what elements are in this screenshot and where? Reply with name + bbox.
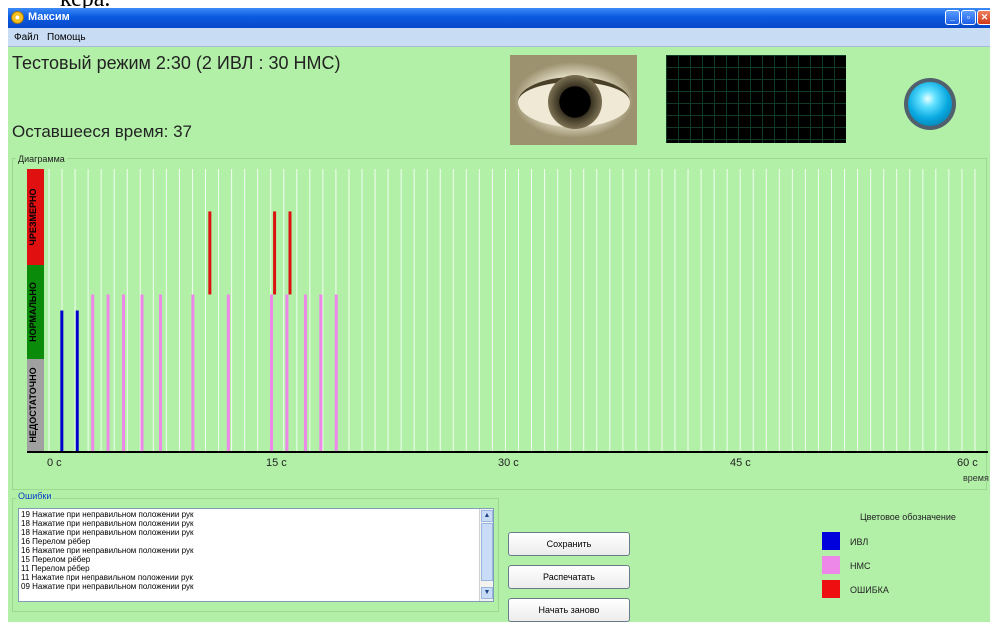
errors-list[interactable]: 19 Нажатие при неправильном положении ру… bbox=[18, 508, 494, 602]
menu-bar: Файл Помощь bbox=[8, 28, 990, 47]
save-button[interactable]: Сохранить bbox=[508, 532, 630, 556]
window-title: Максим bbox=[28, 11, 70, 23]
menu-file[interactable]: Файл bbox=[14, 32, 39, 43]
zone-normal: НОРМАЛЬНО bbox=[27, 265, 44, 359]
error-item[interactable]: 11 Нажатие при неправильном положении ру… bbox=[21, 573, 193, 582]
mode-title: Тестовый режим 2:30 (2 ИВЛ : 30 НМС) bbox=[12, 53, 341, 73]
remaining-value: 37 bbox=[173, 122, 192, 141]
lamp-glow bbox=[908, 82, 952, 126]
print-button[interactable]: Распечатать bbox=[508, 565, 630, 589]
x-axis-label: время bbox=[963, 473, 989, 483]
monitor-screen bbox=[666, 55, 846, 143]
bar-nms bbox=[319, 294, 323, 452]
app-icon: ● bbox=[11, 11, 24, 24]
menu-help[interactable]: Помощь bbox=[47, 32, 86, 43]
zone-label-insufficient: НЕДОСТАТОЧНО bbox=[28, 367, 38, 443]
restart-button[interactable]: Начать заново bbox=[508, 598, 630, 622]
errors-scrollbar[interactable]: ▲ ▼ bbox=[479, 509, 493, 601]
bar-nms bbox=[226, 294, 230, 452]
bar-nms bbox=[106, 294, 110, 452]
close-button[interactable]: ✕ bbox=[977, 10, 990, 25]
error-item[interactable]: 15 Перелом рёбер bbox=[21, 555, 91, 564]
bar-nms bbox=[191, 294, 195, 452]
bar-nms bbox=[270, 294, 273, 452]
title-bar[interactable]: ● Максим _ ▫ ✕ bbox=[8, 8, 990, 28]
bar-nms bbox=[91, 294, 95, 452]
scroll-thumb[interactable] bbox=[481, 523, 493, 581]
eye-iris bbox=[548, 75, 602, 129]
bar-error bbox=[208, 211, 212, 295]
scroll-up-icon[interactable]: ▲ bbox=[481, 510, 493, 522]
legend-swatch-nms bbox=[822, 556, 840, 574]
error-item[interactable]: 11 Перелом рёбер bbox=[21, 564, 90, 573]
legend-label-nms: НМС bbox=[850, 561, 871, 571]
x-tick-0: 0 с bbox=[47, 457, 62, 469]
legend-swatch-error bbox=[822, 580, 840, 598]
error-item[interactable]: 16 Перелом рёбер bbox=[21, 537, 91, 546]
bar-ivl bbox=[60, 310, 64, 452]
bar-error bbox=[288, 211, 292, 295]
zone-scale: ЧРЕЗМЕРНО НОРМАЛЬНО НЕДОСТАТОЧНО bbox=[27, 169, 44, 452]
zone-label-normal: НОРМАЛЬНО bbox=[28, 282, 38, 342]
status-indicator-lamp bbox=[904, 78, 956, 130]
legend-swatch-ivl bbox=[822, 532, 840, 550]
error-item[interactable]: 18 Нажатие при неправильном положении ру… bbox=[21, 528, 194, 537]
error-item[interactable]: 19 Нажатие при неправильном положении ру… bbox=[21, 510, 194, 519]
legend-label-error: ОШИБКА bbox=[850, 585, 889, 595]
errors-group bbox=[12, 498, 499, 612]
bar-error bbox=[273, 211, 277, 295]
bar-ivl bbox=[75, 310, 79, 452]
diagram-title: Диаграмма bbox=[16, 154, 67, 164]
zone-excessive: ЧРЕЗМЕРНО bbox=[27, 169, 44, 265]
bar-nms bbox=[122, 294, 125, 452]
x-tick-15: 15 с bbox=[266, 457, 287, 469]
minimize-button[interactable]: _ bbox=[945, 10, 960, 25]
pupil-image bbox=[510, 55, 637, 145]
remaining-time: Оставшееся время: 37 bbox=[12, 122, 192, 142]
x-tick-30: 30 с bbox=[498, 457, 519, 469]
error-item[interactable]: 16 Нажатие при неправильном положении ру… bbox=[21, 546, 194, 555]
legend-label-ivl: ИВЛ bbox=[850, 537, 869, 547]
bar-nms bbox=[285, 294, 289, 452]
bar-nms bbox=[303, 294, 307, 452]
maximize-button[interactable]: ▫ bbox=[961, 10, 976, 25]
legend-title: Цветовое обозначение bbox=[860, 512, 956, 522]
errors-title: Ошибки bbox=[16, 491, 54, 501]
bar-nms bbox=[140, 294, 144, 452]
bar-nms bbox=[334, 294, 338, 452]
zone-insufficient: НЕДОСТАТОЧНО bbox=[27, 359, 44, 452]
diagram-group bbox=[12, 158, 987, 490]
scroll-down-icon[interactable]: ▼ bbox=[481, 587, 493, 599]
error-item[interactable]: 09 Нажатие при неправильном положении ру… bbox=[21, 582, 194, 591]
zone-label-excessive: ЧРЕЗМЕРНО bbox=[28, 188, 38, 246]
x-tick-45: 45 с bbox=[730, 457, 751, 469]
app-window: ● Максим _ ▫ ✕ Файл Помощь Тестовый режи… bbox=[8, 8, 990, 622]
error-item[interactable]: 18 Нажатие при неправильном положении ру… bbox=[21, 519, 194, 528]
remaining-label: Оставшееся время: bbox=[12, 122, 169, 141]
bar-nms bbox=[159, 294, 162, 452]
chart-baseline bbox=[27, 451, 988, 453]
compression-chart bbox=[48, 169, 976, 452]
x-tick-60: 60 с bbox=[957, 457, 978, 469]
